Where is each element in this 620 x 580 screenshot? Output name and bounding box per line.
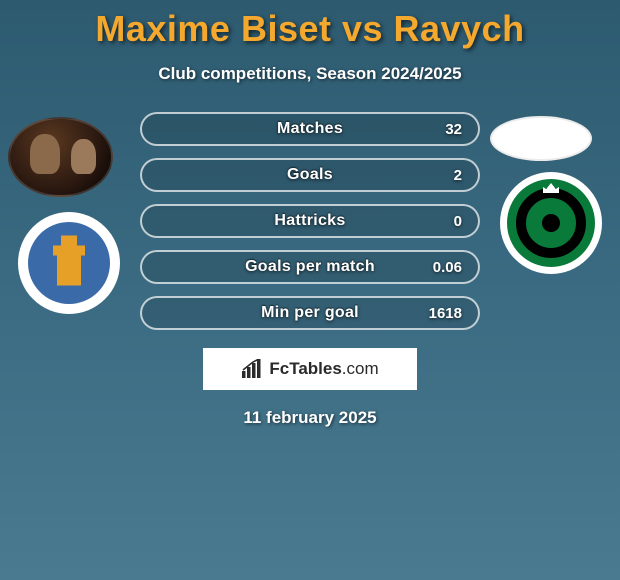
stat-label: Hattricks (274, 212, 345, 230)
player-left-avatar (8, 117, 113, 197)
stat-row: Goals per match 0.06 (140, 250, 480, 284)
bar-chart-icon (241, 359, 263, 379)
stat-value: 0 (454, 213, 462, 230)
stat-row: Matches 32 (140, 112, 480, 146)
brand-badge[interactable]: FcTables.com (203, 348, 417, 390)
main-area: Matches 32 Goals 2 Hattricks 0 Goals per… (0, 112, 620, 428)
page-title: Maxime Biset vs Ravych (0, 0, 620, 50)
brand-text: FcTables.com (269, 359, 378, 379)
team-right-badge (500, 172, 602, 274)
date-line: 11 february 2025 (0, 408, 620, 428)
stat-value: 2 (454, 167, 462, 184)
stat-row: Min per goal 1618 (140, 296, 480, 330)
stat-value: 0.06 (433, 259, 462, 276)
stat-label: Goals (287, 166, 333, 184)
stat-label: Min per goal (261, 304, 359, 322)
stat-value: 32 (445, 121, 462, 138)
stat-label: Goals per match (245, 258, 375, 276)
stat-label: Matches (277, 120, 343, 138)
stat-value: 1618 (429, 305, 462, 322)
castle-icon (28, 222, 110, 304)
stat-row: Hattricks 0 (140, 204, 480, 238)
team-left-badge (18, 212, 120, 314)
subtitle: Club competitions, Season 2024/2025 (0, 64, 620, 84)
stats-table: Matches 32 Goals 2 Hattricks 0 Goals per… (140, 112, 480, 330)
stat-row: Goals 2 (140, 158, 480, 192)
crown-icon (543, 183, 559, 193)
player-right-avatar (490, 116, 592, 161)
club-ring-icon (507, 179, 595, 267)
